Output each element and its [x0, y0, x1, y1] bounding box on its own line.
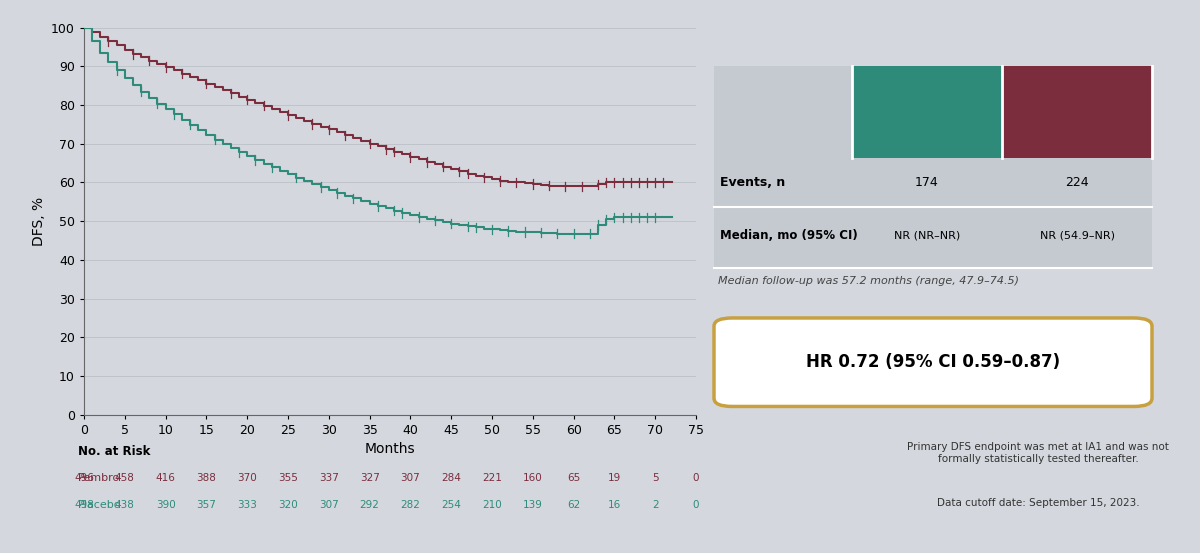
Text: Pembro: Pembro	[78, 473, 120, 483]
Text: 221: 221	[482, 473, 502, 483]
Text: 62: 62	[566, 500, 581, 510]
Text: 327: 327	[360, 473, 379, 483]
Text: Placebo
(N = 498): Placebo (N = 498)	[1042, 92, 1112, 122]
Text: 458: 458	[115, 473, 134, 483]
Text: Placebo: Placebo	[78, 500, 121, 510]
Text: Median follow-up was 57.2 months (range, 47.9–74.5): Median follow-up was 57.2 months (range,…	[718, 276, 1019, 286]
Text: 139: 139	[523, 500, 542, 510]
Text: Events, n: Events, n	[720, 176, 785, 189]
Text: 307: 307	[401, 473, 420, 483]
X-axis label: Months: Months	[365, 442, 415, 456]
Text: 254: 254	[442, 500, 461, 510]
Text: Data cutoff date: September 15, 2023.: Data cutoff date: September 15, 2023.	[937, 498, 1139, 508]
Text: 498: 498	[74, 500, 94, 510]
Text: Median, mo (95% CI): Median, mo (95% CI)	[720, 228, 858, 242]
Text: 16: 16	[607, 500, 622, 510]
Text: 320: 320	[278, 500, 298, 510]
Text: 5: 5	[652, 473, 659, 483]
Text: 0: 0	[692, 500, 700, 510]
Text: 210: 210	[482, 500, 502, 510]
Text: 333: 333	[238, 500, 257, 510]
Text: 388: 388	[197, 473, 216, 483]
Text: 160: 160	[523, 473, 542, 483]
Text: HR 0.72 (95% CI 0.59–0.87): HR 0.72 (95% CI 0.59–0.87)	[806, 353, 1060, 371]
Text: 292: 292	[360, 500, 379, 510]
Text: 284: 284	[442, 473, 461, 483]
Text: 224: 224	[1066, 176, 1088, 189]
Text: 370: 370	[238, 473, 257, 483]
Text: No. at Risk: No. at Risk	[78, 445, 150, 458]
Text: 416: 416	[156, 473, 175, 483]
Text: 390: 390	[156, 500, 175, 510]
Text: 496: 496	[74, 473, 94, 483]
Text: Pembro
(N = 496): Pembro (N = 496)	[892, 92, 962, 122]
Text: 355: 355	[278, 473, 298, 483]
Text: NR (54.9–NR): NR (54.9–NR)	[1039, 230, 1115, 240]
Text: NR (NR–NR): NR (NR–NR)	[894, 230, 960, 240]
Y-axis label: DFS, %: DFS, %	[31, 197, 46, 246]
Text: 307: 307	[319, 500, 338, 510]
Text: 0: 0	[692, 473, 700, 483]
Text: 438: 438	[115, 500, 134, 510]
Text: 174: 174	[916, 176, 938, 189]
Text: 2: 2	[652, 500, 659, 510]
Text: 357: 357	[197, 500, 216, 510]
Text: 282: 282	[401, 500, 420, 510]
Text: Primary DFS endpoint was met at IA1 and was not
formally statistically tested th: Primary DFS endpoint was met at IA1 and …	[907, 442, 1169, 464]
Text: 337: 337	[319, 473, 338, 483]
Text: 65: 65	[566, 473, 581, 483]
Text: 19: 19	[607, 473, 622, 483]
